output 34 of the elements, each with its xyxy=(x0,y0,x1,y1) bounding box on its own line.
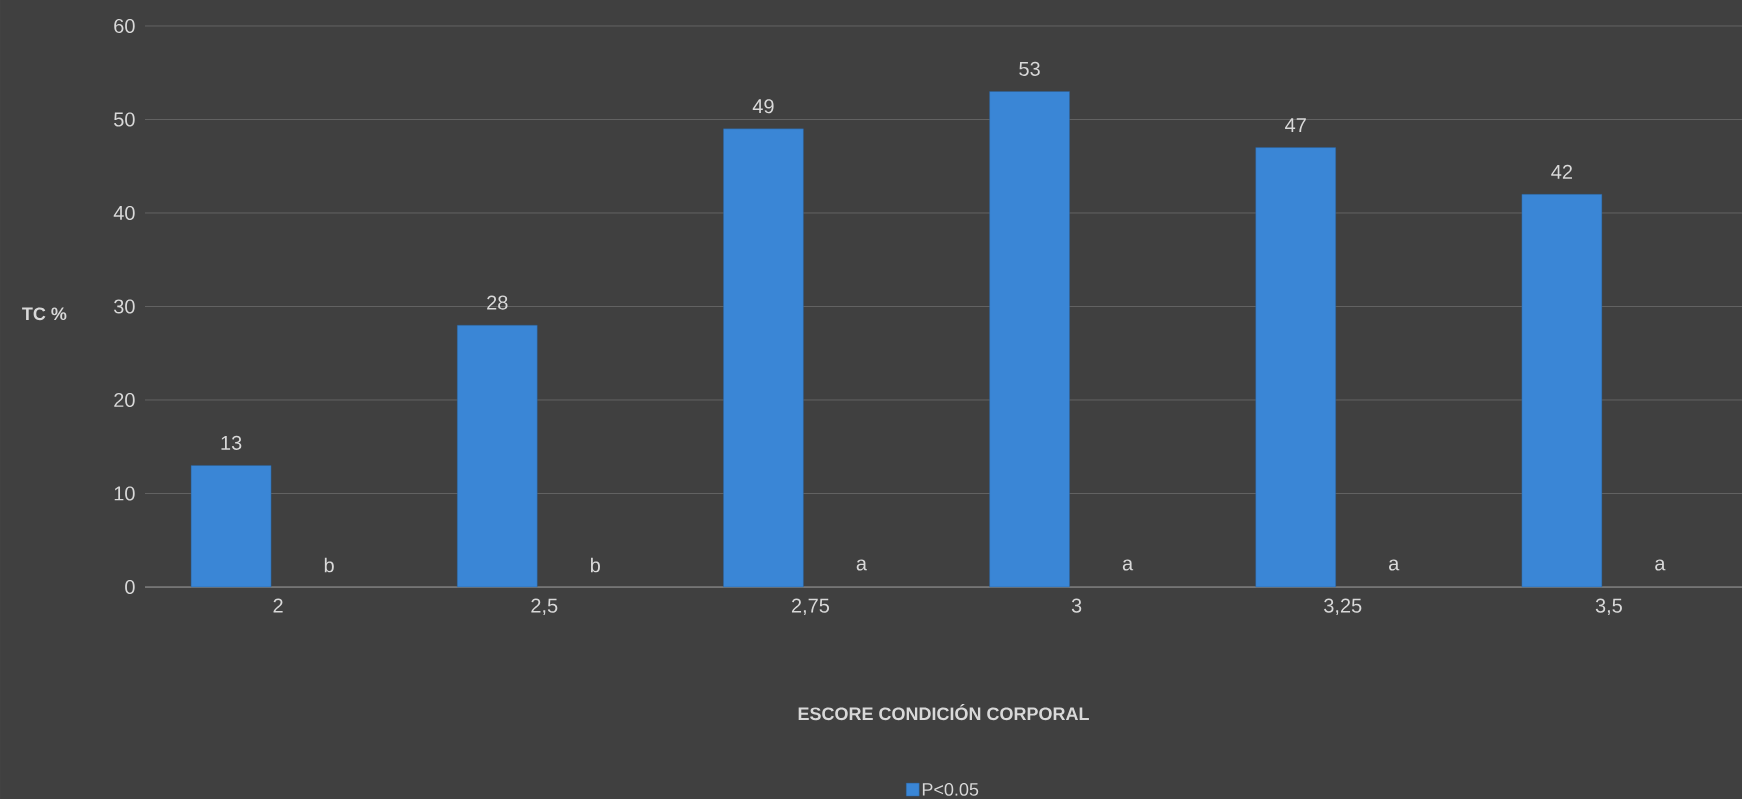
data-label: 28 xyxy=(487,295,508,310)
data-label: 47 xyxy=(1285,118,1306,133)
y-tick-label: 0 xyxy=(125,579,135,595)
annotation: a xyxy=(1389,559,1400,571)
bar xyxy=(989,91,1070,588)
y-tick-label: 20 xyxy=(114,392,135,408)
x-tick-label: 3 xyxy=(1071,598,1082,613)
annotation: a xyxy=(1655,559,1666,571)
data-label: 13 xyxy=(221,435,242,450)
x-axis-title: ESCORE CONDICIÓN CORPORAL xyxy=(798,704,1089,721)
bar xyxy=(1255,147,1336,588)
x-tick-label: 2,75 xyxy=(791,598,830,616)
annotation: b xyxy=(324,557,334,573)
annotation: a xyxy=(1122,559,1134,571)
y-tick-label: 40 xyxy=(113,205,135,221)
x-tick-label: 2,5 xyxy=(531,598,558,616)
data-label: 53 xyxy=(1019,61,1040,76)
legend-label: P<0.05 xyxy=(922,783,979,796)
y-tick-label: 30 xyxy=(114,299,135,314)
data-label: 42 xyxy=(1551,164,1572,179)
x-tick-label: 3,25 xyxy=(1324,598,1362,616)
x-tick-label: 3,5 xyxy=(1595,598,1622,616)
annotation: a xyxy=(856,559,867,571)
y-axis-title: TC % xyxy=(22,307,67,321)
bar xyxy=(457,324,538,588)
bar xyxy=(190,465,272,588)
data-label: 49 xyxy=(752,99,774,114)
bar xyxy=(723,128,804,588)
x-tick-label: 2 xyxy=(273,598,283,613)
bar xyxy=(1521,194,1603,588)
y-tick-label: 60 xyxy=(114,18,135,34)
y-tick-label: 10 xyxy=(114,486,135,501)
y-tick-label: 50 xyxy=(114,112,135,127)
annotation: b xyxy=(590,557,600,573)
